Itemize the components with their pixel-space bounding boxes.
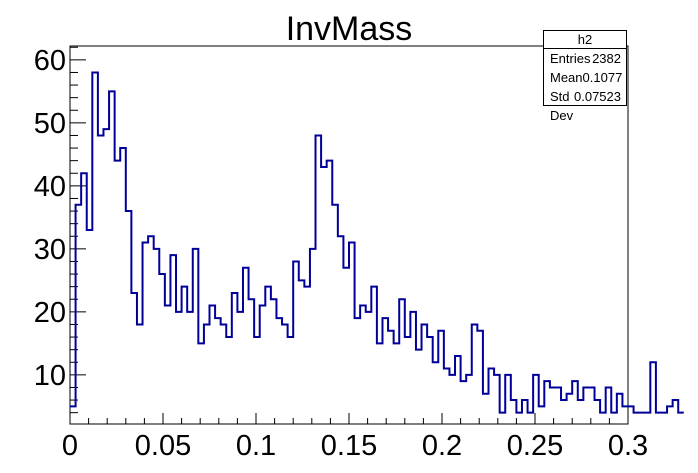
stats-row-mean: Mean 0.1077 [544, 68, 626, 87]
stats-value: 2382 [592, 51, 621, 66]
y-axis-tick-labels: 10 20 30 40 50 60 [34, 45, 66, 392]
stats-value: 0.07523 [574, 89, 621, 104]
y-tick-label: 30 [34, 234, 66, 266]
chart-title: InvMass [286, 10, 413, 48]
axis-ticks [69, 46, 629, 424]
x-tick-label: 0.25 [507, 430, 563, 462]
x-tick-label: 0.05 [135, 430, 191, 462]
stats-label: Entries [550, 51, 591, 66]
x-tick-label: 0.1 [236, 430, 276, 462]
stats-row-stddev: Std Dev 0.07523 [544, 87, 626, 123]
y-tick-label: 10 [34, 360, 66, 392]
stats-label: Std Dev [550, 89, 574, 123]
x-axis-tick-labels: 0 0.05 0.1 0.15 0.2 0.25 0.3 [62, 430, 648, 462]
y-tick-label: 20 [34, 297, 66, 329]
x-tick-label: 0.15 [321, 430, 377, 462]
y-tick-label: 60 [34, 45, 66, 77]
stats-row-entries: Entries 2382 [544, 49, 626, 68]
y-tick-label: 50 [34, 108, 66, 140]
x-tick-label: 0.2 [422, 430, 462, 462]
histogram-series-line [70, 71, 684, 414]
stats-value: 0.1077 [582, 70, 623, 85]
stats-box-title: h2 [544, 31, 626, 49]
y-tick-label: 40 [34, 171, 66, 203]
stats-box: h2 Entries 2382 Mean 0.1077 Std Dev 0.07… [543, 30, 627, 123]
x-tick-label: 0.3 [608, 430, 648, 462]
x-tick-label: 0 [62, 430, 78, 462]
stats-label: Mean [550, 70, 583, 85]
